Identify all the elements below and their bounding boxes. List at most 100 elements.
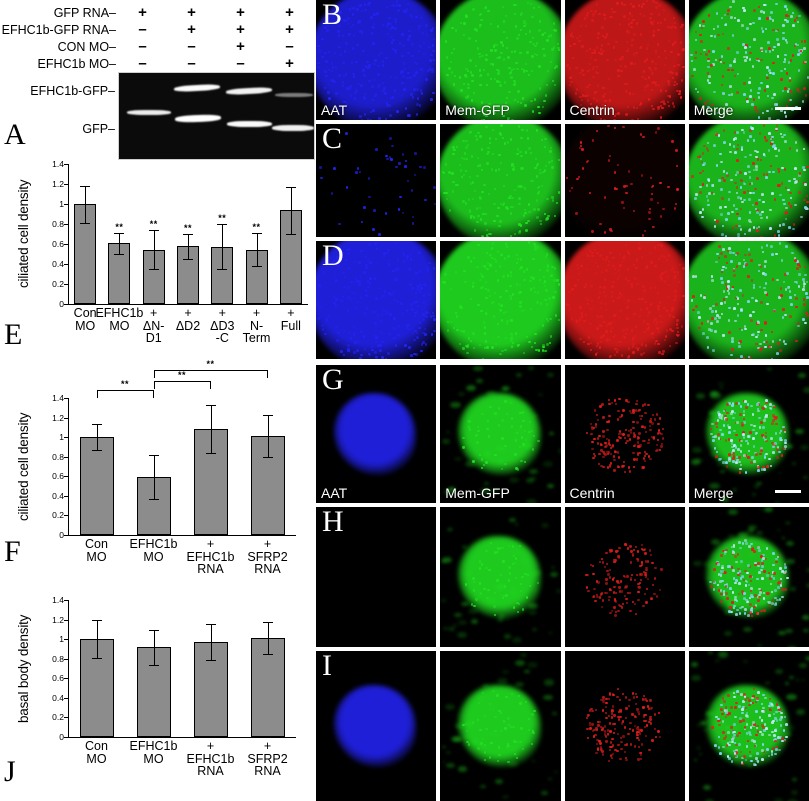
fluorescence-punctum xyxy=(749,125,753,129)
fluorescence-punctum xyxy=(736,690,740,693)
fluorescence-punctum xyxy=(682,48,685,51)
fluorescence-punctum xyxy=(586,11,590,14)
fluorescence-punctum xyxy=(346,248,349,252)
fluorescence-punctum xyxy=(725,109,729,113)
fluorescence-punctum xyxy=(466,144,470,147)
fluorescence-punctum xyxy=(777,167,780,171)
fluorescence-punctum xyxy=(743,693,746,696)
fluorescence-punctum xyxy=(760,719,764,722)
fluorescence-punctum xyxy=(718,437,722,441)
fluorescence-speckle xyxy=(704,799,714,801)
fluorescence-punctum xyxy=(593,91,597,94)
fluorescence-punctum xyxy=(608,595,611,599)
fluorescence-punctum xyxy=(718,58,722,62)
fluorescence-punctum xyxy=(590,284,593,288)
fluorescence-punctum xyxy=(401,211,405,215)
fluorescence-punctum xyxy=(363,97,367,100)
fluorescence-punctum xyxy=(762,465,765,469)
fluorescence-punctum xyxy=(744,539,747,542)
fluorescence-punctum xyxy=(414,291,418,295)
fluorescence-punctum xyxy=(375,336,378,339)
fluorescence-speckle xyxy=(553,770,559,774)
fluorescence-punctum xyxy=(727,8,730,12)
fluorescence-punctum xyxy=(732,606,736,610)
fluorescence-punctum xyxy=(516,101,520,104)
fluorescence-punctum xyxy=(537,190,540,194)
fluorescence-punctum xyxy=(615,187,618,191)
fluorescence-punctum xyxy=(590,299,594,303)
fluorescence-punctum xyxy=(655,595,658,598)
y-axis-title: basal body density xyxy=(16,614,31,723)
fluorescence-punctum xyxy=(425,314,428,318)
fluorescence-punctum xyxy=(600,464,603,468)
fluorescence-punctum xyxy=(486,596,489,600)
fluorescence-punctum xyxy=(780,711,783,715)
fluorescence-punctum xyxy=(667,39,671,42)
fluorescence-punctum xyxy=(405,257,409,261)
fluorescence-punctum xyxy=(725,710,728,714)
fluorescence-punctum xyxy=(433,202,437,206)
fluorescence-punctum xyxy=(802,297,806,301)
fluorescence-punctum xyxy=(746,189,750,193)
fluorescence-speckle xyxy=(747,764,752,767)
fluorescence-punctum xyxy=(781,569,785,573)
fluorescence-punctum xyxy=(455,145,458,149)
fluorescence-punctum xyxy=(622,297,626,300)
fluorescence-punctum xyxy=(792,227,795,231)
fluorescence-speckle xyxy=(767,367,772,371)
fluorescence-punctum xyxy=(635,346,638,350)
fluorescence-punctum xyxy=(573,43,576,46)
fluorescence-punctum xyxy=(395,276,399,280)
fluorescence-punctum xyxy=(610,753,613,756)
fluorescence-punctum xyxy=(764,431,768,435)
fluorescence-punctum xyxy=(352,34,356,37)
blot-condition-sign: – xyxy=(236,55,245,72)
fluorescence-punctum xyxy=(480,466,484,470)
fluorescence-punctum xyxy=(601,726,605,730)
fluorescence-punctum xyxy=(616,439,619,442)
fluorescence-punctum xyxy=(477,132,480,135)
fluorescence-punctum xyxy=(470,603,473,606)
fluorescence-punctum xyxy=(796,20,800,24)
fluorescence-punctum xyxy=(648,66,651,70)
fluorescence-punctum xyxy=(498,224,501,228)
fluorescence-punctum xyxy=(616,687,620,691)
fluorescence-punctum xyxy=(508,566,511,569)
fluorescence-punctum xyxy=(419,165,422,169)
panel-letter-c: C xyxy=(322,124,343,155)
fluorescence-punctum xyxy=(492,45,496,48)
fluorescence-punctum xyxy=(490,247,493,250)
fluorescence-punctum xyxy=(462,200,465,203)
fluorescence-punctum xyxy=(507,760,510,764)
fluorescence-speckle xyxy=(693,759,697,762)
fluorescence-punctum xyxy=(523,20,526,23)
blot-condition-label: CON MO– xyxy=(57,39,116,54)
fluorescence-punctum xyxy=(595,580,599,583)
fluorescence-punctum xyxy=(707,57,710,61)
fluorescence-punctum xyxy=(765,464,769,468)
fluorescence-punctum xyxy=(542,171,545,174)
fluorescence-punctum xyxy=(722,92,725,95)
fluorescence-punctum xyxy=(596,71,599,75)
fluorescence-punctum xyxy=(699,211,702,214)
fluorescence-punctum xyxy=(578,146,582,150)
fluorescence-punctum xyxy=(537,5,541,9)
fluorescence-punctum xyxy=(569,75,573,78)
fluorescence-punctum xyxy=(632,451,635,455)
fluorescence-punctum xyxy=(706,336,709,339)
fluorescence-punctum xyxy=(751,595,754,599)
fluorescence-speckle xyxy=(755,530,763,535)
fluorescence-punctum xyxy=(717,562,720,566)
fluorescence-punctum xyxy=(744,607,747,611)
fluorescence-punctum xyxy=(668,344,672,348)
fluorescence-punctum xyxy=(659,181,662,185)
fluorescence-punctum xyxy=(630,411,633,415)
fluorescence-punctum xyxy=(478,582,482,585)
fluorescence-punctum xyxy=(486,419,490,423)
fluorescence-punctum xyxy=(518,267,522,271)
fluorescence-punctum xyxy=(722,290,726,294)
fluorescence-punctum xyxy=(602,698,605,702)
fluorescence-punctum xyxy=(589,727,592,730)
fluorescence-punctum xyxy=(738,582,741,585)
fluorescence-punctum xyxy=(609,251,612,255)
